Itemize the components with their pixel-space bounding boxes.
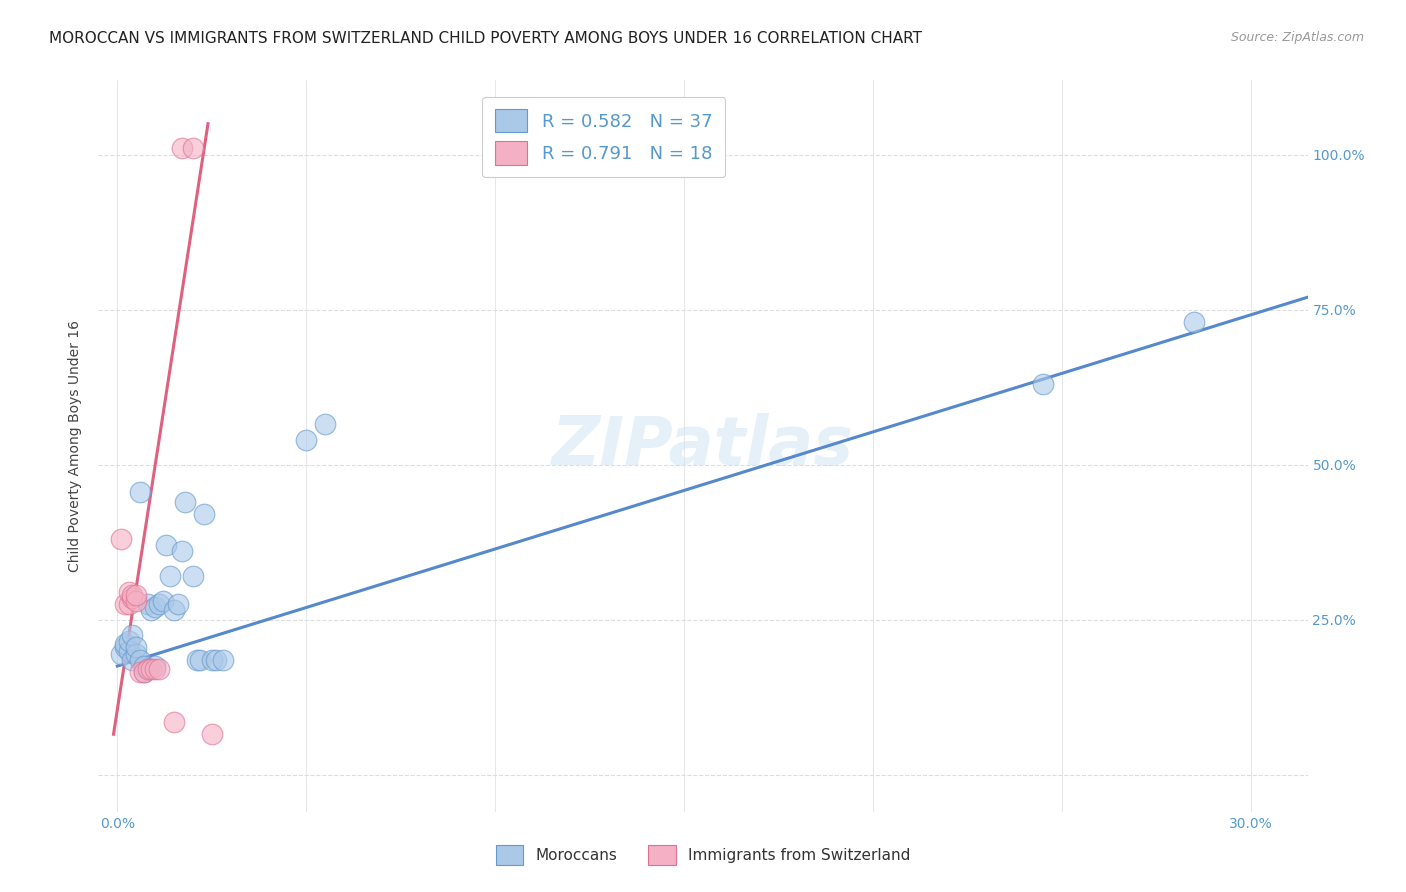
Point	[163, 714, 186, 729]
Point	[118, 597, 141, 611]
Point	[129, 485, 152, 500]
Point	[129, 653, 152, 667]
Point	[136, 662, 159, 676]
Point	[148, 597, 170, 611]
Point	[143, 600, 166, 615]
Point	[136, 597, 159, 611]
Point	[170, 141, 193, 155]
Point	[121, 628, 143, 642]
Point	[201, 653, 224, 667]
Text: MOROCCAN VS IMMIGRANTS FROM SWITZERLAND CHILD POVERTY AMONG BOYS UNDER 16 CORREL: MOROCCAN VS IMMIGRANTS FROM SWITZERLAND …	[49, 31, 922, 46]
Point	[166, 597, 188, 611]
Point	[114, 640, 136, 655]
Point	[125, 647, 148, 661]
Point	[141, 662, 163, 676]
Point	[136, 662, 159, 676]
Point	[125, 588, 148, 602]
Point	[181, 569, 204, 583]
Point	[125, 594, 148, 608]
Point	[143, 662, 166, 676]
Point	[201, 727, 224, 741]
Point	[204, 653, 226, 667]
Point	[132, 665, 155, 680]
Point	[170, 544, 193, 558]
Point	[141, 603, 163, 617]
Point	[314, 417, 336, 432]
Legend: Moroccans, Immigrants from Switzerland: Moroccans, Immigrants from Switzerland	[489, 839, 917, 871]
Legend: R = 0.582   N = 37, R = 0.791   N = 18: R = 0.582 N = 37, R = 0.791 N = 18	[482, 96, 725, 178]
Point	[125, 640, 148, 655]
Point	[143, 659, 166, 673]
Point	[152, 594, 174, 608]
Point	[174, 495, 197, 509]
Point	[121, 591, 143, 605]
Point	[155, 538, 177, 552]
Point	[132, 665, 155, 680]
Point	[1182, 315, 1205, 329]
Point	[121, 653, 143, 667]
Point	[118, 643, 141, 657]
Point	[148, 662, 170, 676]
Point	[114, 637, 136, 651]
Text: Source: ZipAtlas.com: Source: ZipAtlas.com	[1230, 31, 1364, 45]
Point	[110, 532, 132, 546]
Point	[190, 653, 212, 667]
Point	[118, 634, 141, 648]
Point	[295, 433, 318, 447]
Point	[186, 653, 208, 667]
Y-axis label: Child Poverty Among Boys Under 16: Child Poverty Among Boys Under 16	[69, 320, 83, 572]
Point	[1032, 377, 1054, 392]
Point	[193, 507, 215, 521]
Point	[132, 659, 155, 673]
Point	[121, 588, 143, 602]
Point	[159, 569, 181, 583]
Text: ZIPatlas: ZIPatlas	[553, 413, 853, 479]
Point	[110, 647, 132, 661]
Point	[114, 597, 136, 611]
Point	[212, 653, 235, 667]
Point	[181, 141, 204, 155]
Point	[118, 584, 141, 599]
Point	[129, 665, 152, 680]
Point	[163, 603, 186, 617]
